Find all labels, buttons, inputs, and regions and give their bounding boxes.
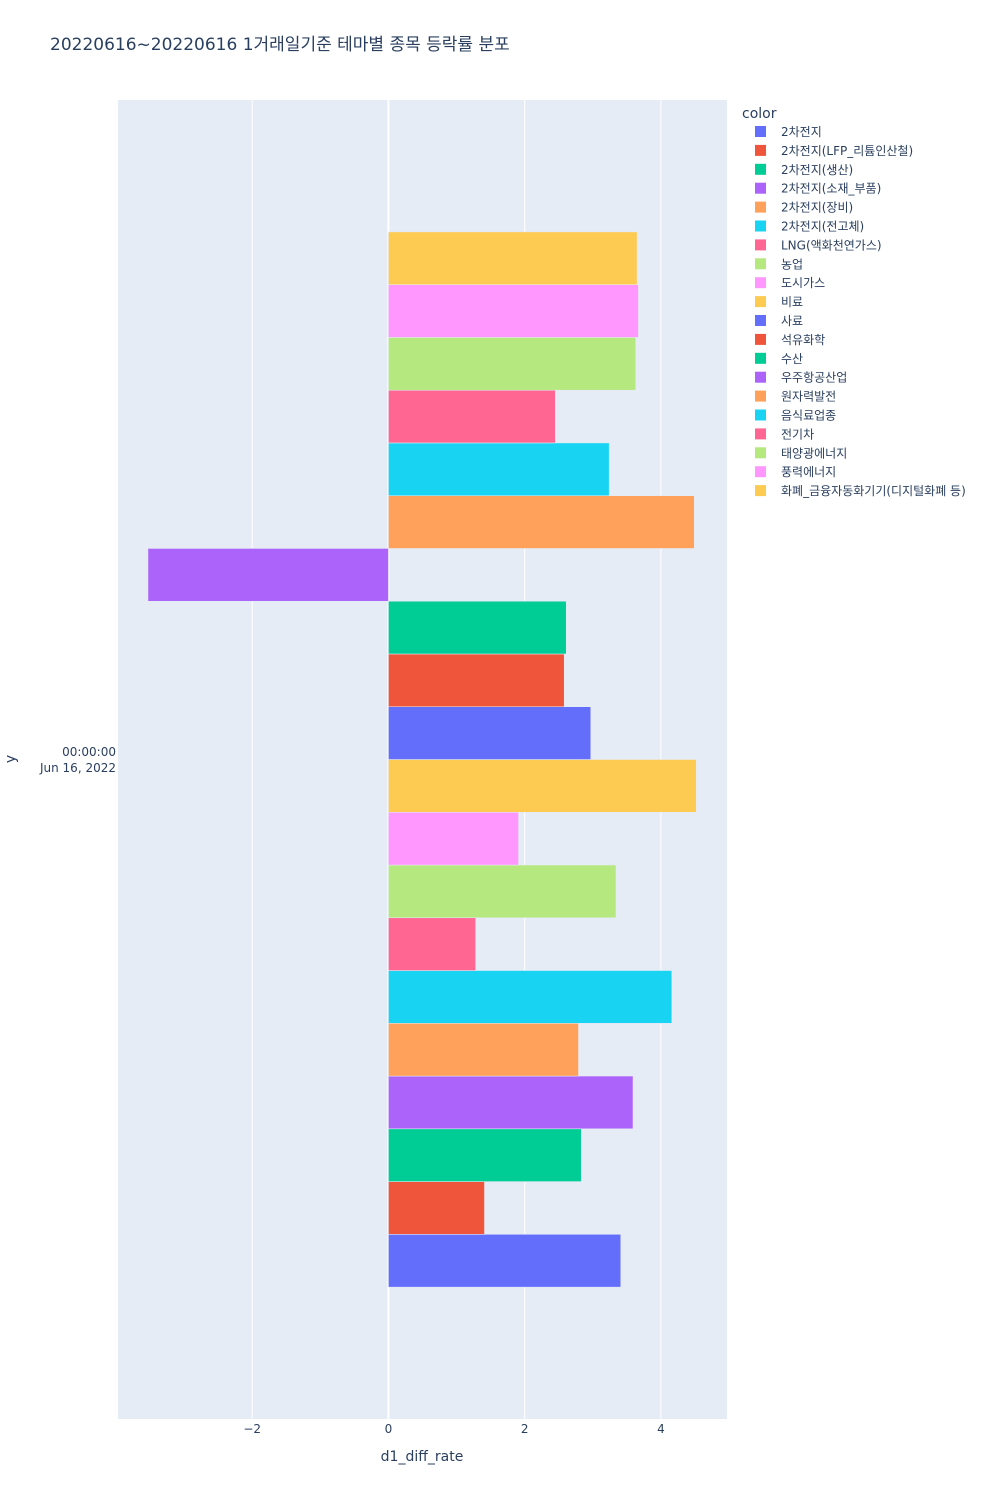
bar-5 — [388, 970, 673, 1024]
legend-item-label: 2차전지(소재_부품) — [781, 182, 881, 196]
y-axis-title: y — [3, 755, 19, 763]
legend-swatch — [755, 333, 766, 345]
legend-swatch — [755, 220, 766, 232]
legend-item-label: 석유화학 — [781, 333, 825, 347]
legend-item-label: 2차전지(생산) — [781, 163, 853, 177]
bars — [147, 231, 697, 1288]
legend-swatch — [755, 409, 766, 421]
legend-item-label: 2차전지(전고체) — [781, 220, 864, 234]
legend-swatch — [755, 390, 766, 402]
legend-item-label: 우주항공산업 — [781, 371, 847, 385]
chart-title: 20220616~20220616 1거래일기준 테마별 종목 등락률 분포 — [50, 35, 510, 55]
legend-swatch — [755, 126, 766, 137]
legend-item-label: 태양광에너지 — [781, 446, 847, 460]
legend-item-label: 2차전지 — [781, 125, 822, 139]
legend-item-label: 농업 — [781, 257, 803, 271]
legend-swatch — [755, 315, 766, 326]
legend-title: color — [742, 106, 777, 122]
bar-16 — [388, 389, 556, 444]
legend-swatch — [755, 277, 766, 289]
bar-10 — [388, 706, 592, 760]
bar-17 — [388, 337, 636, 391]
bar-8 — [388, 812, 519, 866]
legend-swatch — [755, 239, 766, 251]
bar-7 — [388, 864, 617, 919]
legend-item-label: 전기차 — [781, 427, 814, 441]
y-category-line-1: 00:00:00 — [62, 745, 116, 759]
bar-11 — [388, 653, 565, 707]
bar-0 — [388, 1234, 621, 1288]
y-category-line-2: Jun 16, 2022 — [39, 761, 116, 775]
x-tick-label: 4 — [657, 1422, 665, 1436]
legend-swatch — [755, 428, 766, 440]
legend-swatch — [755, 258, 766, 270]
legend-item-label: LNG(액화천연가스) — [781, 237, 882, 252]
legend-item-label: 2차전지(LFP_리튬인산철) — [781, 144, 913, 158]
x-tick-label: −2 — [243, 1422, 261, 1436]
legend: color 2차전지 2차전지(LFP_리튬인산철) 2차전지(생산) 2차전지(소재… — [742, 106, 966, 498]
legend-item-label: 수산 — [781, 352, 803, 366]
x-tick-label: 2 — [521, 1422, 529, 1436]
legend-swatch — [755, 144, 766, 156]
bar-19 — [388, 231, 638, 285]
legend-swatch — [755, 447, 766, 459]
bar-12 — [388, 600, 567, 655]
bar-6 — [388, 917, 476, 971]
bar-13 — [147, 548, 389, 602]
legend-item-label: 음식료업종 — [781, 409, 836, 423]
bar-18 — [388, 284, 639, 338]
legend-swatch — [755, 352, 766, 364]
legend-swatch — [755, 485, 766, 497]
legend-item-label: 비료 — [781, 295, 803, 309]
legend-swatch — [755, 466, 766, 478]
x-axis-ticks: −2 0 2 4 — [243, 1422, 664, 1436]
bar-2 — [388, 1128, 582, 1182]
legend-item-label: 풍력에너지 — [781, 465, 836, 479]
legend-item-label: 화폐_금융자동화기기(디지털화폐 등) — [781, 484, 966, 498]
legend-swatch — [755, 163, 766, 175]
bar-15 — [388, 442, 610, 496]
legend-swatch — [755, 182, 766, 194]
legend-item-label: 도시가스 — [781, 276, 825, 290]
bar-4 — [388, 1023, 579, 1077]
legend-item-label: 사료 — [781, 314, 803, 328]
bar-9 — [388, 759, 697, 813]
bar-3 — [388, 1075, 634, 1130]
y-axis-category-label: 00:00:00 Jun 16, 2022 — [39, 745, 116, 775]
x-tick-label: 0 — [385, 1422, 393, 1436]
legend-swatch — [755, 371, 766, 383]
bar-14 — [388, 495, 695, 549]
x-axis-title: d1_diff_rate — [381, 1449, 464, 1465]
legend-item-label: 2차전지(장비) — [781, 201, 853, 215]
bar-1 — [388, 1181, 485, 1235]
legend-swatch — [755, 201, 766, 213]
legend-swatch — [755, 296, 766, 308]
legend-item-label: 원자력발전 — [781, 390, 836, 404]
